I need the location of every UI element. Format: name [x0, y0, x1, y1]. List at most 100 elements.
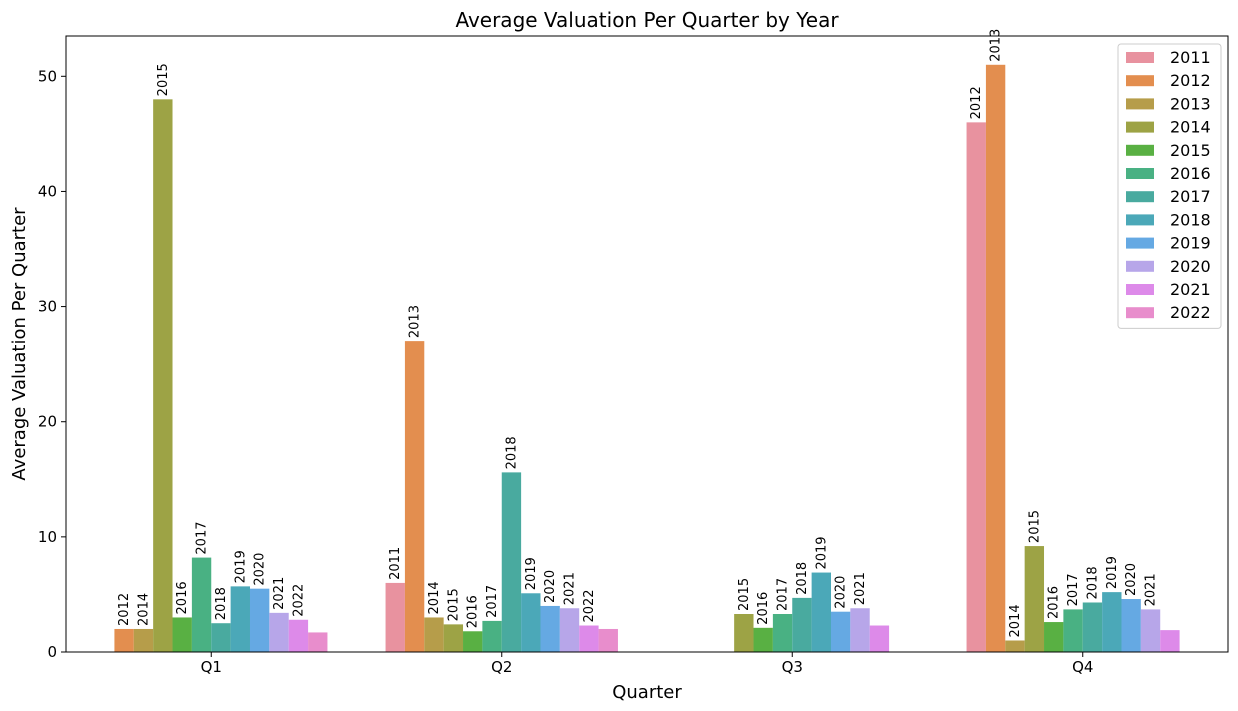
bar-q1-2020	[269, 612, 289, 652]
bar-q1-2014	[153, 99, 173, 652]
legend-label-2021: 2021	[1170, 280, 1211, 299]
legend-swatch-2014	[1126, 121, 1154, 133]
bar-q1-2012	[114, 628, 134, 652]
legend-swatch-2018	[1126, 214, 1154, 226]
legend-box	[1117, 43, 1222, 329]
bar-label-q2-2016: 2017	[485, 585, 500, 618]
bar-q2-2020	[559, 608, 580, 652]
legend-label-2014: 2014	[1170, 118, 1211, 137]
bar-label-q3-2018: 2019	[814, 536, 829, 569]
bars-group	[114, 64, 1180, 653]
bar-label-q1-2021: 2022	[291, 584, 306, 617]
bar-label-q2-2018: 2019	[524, 557, 539, 590]
bar-q2-2012	[404, 341, 425, 652]
legend-label-2018: 2018	[1170, 210, 1211, 229]
y-tick-label: 0	[47, 643, 57, 661]
bar-label-q3-2019: 2020	[834, 576, 849, 609]
bar-q1-2016	[191, 557, 212, 652]
bar-q2-2021	[579, 625, 599, 652]
legend-swatch-2017	[1126, 191, 1154, 203]
legend-label-2016: 2016	[1170, 164, 1211, 183]
bar-label-q3-2014: 2015	[737, 578, 752, 611]
bar-labels-group: 2012 2014 2015 2016 2017 2018 2019 2020 2021 2022…	[117, 29, 1158, 638]
y-tick-label: 10	[38, 528, 57, 546]
y-tick-label: 30	[38, 298, 57, 316]
legend-label-2012: 2012	[1170, 71, 1211, 90]
legend-label-2017: 2017	[1170, 187, 1211, 206]
bar-q1-2022	[308, 632, 328, 652]
legend-label-2019: 2019	[1170, 234, 1211, 253]
bar-label-q2-2017: 2018	[504, 436, 519, 469]
bar-label-q1-2015: 2016	[175, 581, 190, 614]
bar-q4-2013	[1005, 640, 1025, 652]
legend-swatch-2022	[1126, 307, 1154, 319]
bar-q4-2016	[1063, 609, 1083, 652]
bar-q2-2017	[501, 472, 522, 652]
bar-label-q2-2013: 2014	[427, 581, 442, 614]
bar-q4-2017	[1082, 602, 1103, 652]
bar-label-q1-2016: 2017	[195, 521, 210, 554]
bar-label-q2-2015: 2016	[466, 595, 481, 628]
bar-label-q2-2011: 2011	[388, 547, 403, 580]
x-tick-label-q4: Q4	[1072, 658, 1093, 676]
bar-q3-2020	[850, 608, 870, 652]
bar-label-q2-2014: 2015	[446, 588, 461, 621]
bar-q4-2014	[1024, 546, 1045, 652]
y-tick-label: 40	[38, 182, 57, 200]
bar-label-q1-2019: 2020	[253, 553, 268, 586]
bar-q3-2014	[734, 614, 754, 652]
bar-label-q2-2019: 2020	[543, 570, 558, 603]
bar-q1-2018	[230, 586, 250, 652]
bar-label-q4-2014: 2015	[1027, 510, 1042, 543]
bar-q2-2022	[598, 628, 618, 652]
legend-label-2022: 2022	[1170, 303, 1211, 322]
legend-label-2015: 2015	[1170, 141, 1211, 160]
bar-q4-2015	[1044, 622, 1064, 652]
legend-swatch-2020	[1126, 260, 1154, 272]
bar-q4-2019	[1121, 599, 1141, 652]
bar-label-q4-2020: 2021	[1144, 573, 1159, 606]
bar-label-q4-2018: 2019	[1105, 556, 1120, 589]
legend-swatch-2021	[1126, 284, 1154, 295]
bar-q2-2018	[521, 593, 541, 652]
bar-q4-2011	[966, 122, 986, 653]
bar-q2-2019	[540, 605, 560, 652]
bar-label-q1-2020: 2021	[272, 577, 287, 610]
legend-swatch-2019	[1126, 237, 1154, 249]
bar-label-q2-2012: 2013	[408, 305, 423, 338]
bar-q3-2015	[753, 627, 773, 652]
legend: 2011 2012 2013 2014 2015 2016 2017 2018 2019 2020…	[1117, 43, 1222, 329]
y-tick-label: 20	[38, 413, 57, 431]
x-tick-label-q2: Q2	[491, 658, 512, 676]
bar-label-q4-2015: 2016	[1047, 586, 1062, 619]
bar-q1-2015	[172, 617, 192, 652]
y-tick-label: 50	[38, 67, 57, 85]
y-axis: 0 10 20 30 40 50	[38, 67, 66, 661]
legend-label-2013: 2013	[1170, 94, 1211, 113]
legend-swatch-2016	[1126, 168, 1154, 179]
bar-label-q4-2019: 2020	[1124, 563, 1139, 596]
bar-q4-2020	[1140, 609, 1161, 652]
bar-label-q2-2020: 2021	[563, 572, 578, 605]
bar-label-q4-2013: 2014	[1008, 604, 1023, 637]
bar-q3-2019	[830, 611, 851, 652]
x-tick-label-q1: Q1	[201, 658, 222, 676]
bar-q1-2013	[133, 628, 154, 652]
legend-swatch-2012	[1126, 75, 1154, 87]
bar-q3-2018	[811, 572, 831, 652]
x-axis: Q1 Q2 Q3 Q4	[201, 652, 1093, 676]
x-axis-label: Quarter	[612, 682, 682, 703]
bar-label-q1-2012: 2012	[117, 593, 132, 626]
bar-q1-2017	[211, 623, 231, 652]
bar-label-q2-2021: 2022	[582, 589, 597, 622]
bar-label-q4-2011: 2012	[969, 86, 984, 119]
bar-label-q3-2017: 2018	[795, 562, 810, 595]
bar-label-q4-2012: 2013	[989, 29, 1004, 62]
bar-q3-2021	[869, 625, 890, 652]
legend-label-2020: 2020	[1170, 257, 1211, 276]
bar-q1-2019	[249, 588, 270, 652]
plot-frame	[65, 35, 1229, 653]
bar-label-q4-2016: 2017	[1066, 573, 1081, 606]
bar-q4-2012	[985, 64, 1006, 653]
